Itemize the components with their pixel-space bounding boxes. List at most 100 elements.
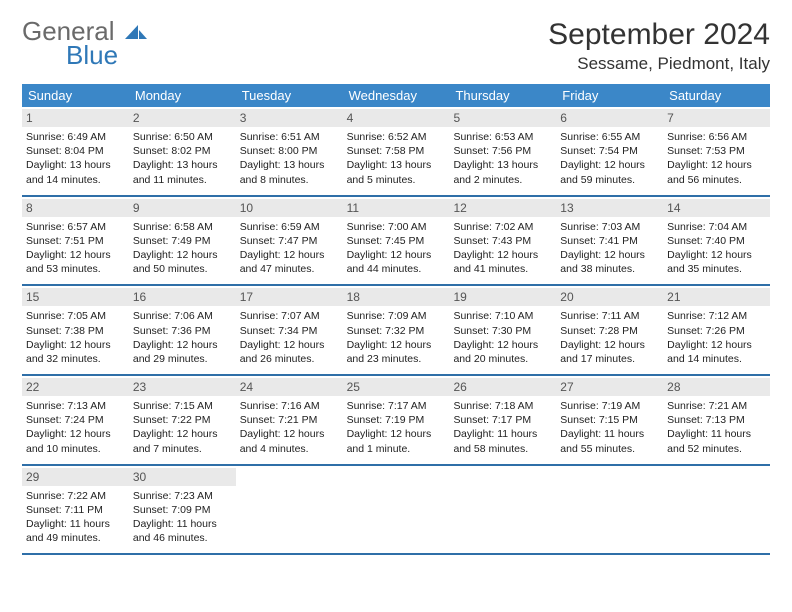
sunset-line: Sunset: 7:56 PM — [453, 144, 552, 158]
day-number: 16 — [129, 288, 236, 306]
sunrise-line: Sunrise: 7:19 AM — [560, 399, 659, 413]
day-sun-info: Sunrise: 6:53 AMSunset: 7:56 PMDaylight:… — [453, 130, 552, 187]
page-header: General Blue September 2024 Sessame, Pie… — [22, 18, 770, 74]
day-number: 18 — [343, 288, 450, 306]
calendar-day-cell: 4Sunrise: 6:52 AMSunset: 7:58 PMDaylight… — [343, 107, 450, 195]
sunset-line: Sunset: 7:54 PM — [560, 144, 659, 158]
sunset-line: Sunset: 7:28 PM — [560, 324, 659, 338]
daylight-line: Daylight: 12 hours and 1 minute. — [347, 427, 446, 455]
day-sun-info: Sunrise: 7:15 AMSunset: 7:22 PMDaylight:… — [133, 399, 232, 456]
day-sun-info: Sunrise: 7:09 AMSunset: 7:32 PMDaylight:… — [347, 309, 446, 366]
sunset-line: Sunset: 7:32 PM — [347, 324, 446, 338]
sunrise-line: Sunrise: 6:59 AM — [240, 220, 339, 234]
day-sun-info: Sunrise: 7:17 AMSunset: 7:19 PMDaylight:… — [347, 399, 446, 456]
brand-sail-icon — [125, 16, 147, 46]
calendar-day-cell: 17 Sunrise: 7:07 AMSunset: 7:34 PMDayligh… — [236, 286, 343, 374]
sunset-line: Sunset: 7:21 PM — [240, 413, 339, 427]
day-number: 25 — [343, 378, 450, 396]
day-sun-info: Sunrise: 7:03 AMSunset: 7:41 PMDaylight:… — [560, 220, 659, 277]
calendar-day-cell: 10Sunrise: 6:59 AMSunset: 7:47 PMDayligh… — [236, 197, 343, 285]
daylight-line: Daylight: 12 hours and 41 minutes. — [453, 248, 552, 276]
day-number: 6 — [556, 109, 663, 127]
daylight-line: Daylight: 13 hours and 2 minutes. — [453, 158, 552, 186]
sunset-line: Sunset: 8:04 PM — [26, 144, 125, 158]
day-number: 27 — [556, 378, 663, 396]
sunrise-line: Sunrise: 7:05 AM — [26, 309, 125, 323]
day-sun-info: Sunrise: 7:23 AMSunset: 7:09 PMDaylight:… — [133, 489, 232, 546]
daylight-line: Daylight: 13 hours and 14 minutes. — [26, 158, 125, 186]
day-sun-info: Sunrise: 6:59 AMSunset: 7:47 PMDaylight:… — [240, 220, 339, 277]
calendar-day-cell: 12Sunrise: 7:02 AMSunset: 7:43 PMDayligh… — [449, 197, 556, 285]
daylight-line: Daylight: 12 hours and 14 minutes. — [667, 338, 766, 366]
daylight-line: Daylight: 12 hours and 17 minutes. — [560, 338, 659, 366]
sunset-line: Sunset: 7:26 PM — [667, 324, 766, 338]
sunrise-line: Sunrise: 7:09 AM — [347, 309, 446, 323]
day-sun-info: Sunrise: 7:18 AMSunset: 7:17 PMDaylight:… — [453, 399, 552, 456]
sunrise-line: Sunrise: 7:23 AM — [133, 489, 232, 503]
sunrise-line: Sunrise: 7:12 AM — [667, 309, 766, 323]
day-number: 30 — [129, 468, 236, 486]
sunrise-line: Sunrise: 6:51 AM — [240, 130, 339, 144]
calendar-day-cell: 14Sunrise: 7:04 AMSunset: 7:40 PMDayligh… — [663, 197, 770, 285]
calendar-day-cell: 5Sunrise: 6:53 AMSunset: 7:56 PMDaylight… — [449, 107, 556, 195]
day-sun-info: Sunrise: 7:13 AMSunset: 7:24 PMDaylight:… — [26, 399, 125, 456]
sunrise-line: Sunrise: 7:02 AM — [453, 220, 552, 234]
sunrise-line: Sunrise: 7:13 AM — [26, 399, 125, 413]
calendar-week: 22 Sunrise: 7:13 AMSunset: 7:24 PMDayligh… — [22, 376, 770, 466]
daylight-line: Daylight: 12 hours and 26 minutes. — [240, 338, 339, 366]
daylight-line: Daylight: 12 hours and 32 minutes. — [26, 338, 125, 366]
sunrise-line: Sunrise: 6:55 AM — [560, 130, 659, 144]
day-sun-info: Sunrise: 7:02 AMSunset: 7:43 PMDaylight:… — [453, 220, 552, 277]
day-sun-info: Sunrise: 7:00 AMSunset: 7:45 PMDaylight:… — [347, 220, 446, 277]
sunset-line: Sunset: 7:43 PM — [453, 234, 552, 248]
calendar-weeks: 1Sunrise: 6:49 AMSunset: 8:04 PMDaylight… — [22, 107, 770, 555]
day-sun-info: Sunrise: 6:51 AMSunset: 8:00 PMDaylight:… — [240, 130, 339, 187]
sunrise-line: Sunrise: 7:16 AM — [240, 399, 339, 413]
daylight-line: Daylight: 12 hours and 35 minutes. — [667, 248, 766, 276]
daylight-line: Daylight: 11 hours and 52 minutes. — [667, 427, 766, 455]
day-number: 19 — [449, 288, 556, 306]
day-number: 17 — [236, 288, 343, 306]
day-sun-info: Sunrise: 7:21 AMSunset: 7:13 PMDaylight:… — [667, 399, 766, 456]
calendar-day-cell: 29Sunrise: 7:22 AMSunset: 7:11 PMDayligh… — [22, 466, 129, 554]
dow-header-tuesday: Tuesday — [236, 84, 343, 107]
sunset-line: Sunset: 7:15 PM — [560, 413, 659, 427]
daylight-line: Daylight: 12 hours and 23 minutes. — [347, 338, 446, 366]
day-sun-info: Sunrise: 6:52 AMSunset: 7:58 PMDaylight:… — [347, 130, 446, 187]
calendar-week: 15Sunrise: 7:05 AMSunset: 7:38 PMDayligh… — [22, 286, 770, 376]
dow-header-thursday: Thursday — [449, 84, 556, 107]
calendar-day-cell: 22 Sunrise: 7:13 AMSunset: 7:24 PMDayligh… — [22, 376, 129, 464]
day-sun-info: Sunrise: 7:07 AMSunset: 7:34 PMDaylight:… — [240, 309, 339, 366]
calendar-week: 8 Sunrise: 6:57 AMSunset: 7:51 PMDaylight… — [22, 197, 770, 287]
day-sun-info: Sunrise: 7:16 AMSunset: 7:21 PMDaylight:… — [240, 399, 339, 456]
day-number: 28 — [663, 378, 770, 396]
sunrise-line: Sunrise: 7:04 AM — [667, 220, 766, 234]
brand-text: General Blue — [22, 18, 147, 68]
day-sun-info: Sunrise: 7:04 AMSunset: 7:40 PMDaylight:… — [667, 220, 766, 277]
sunset-line: Sunset: 7:49 PM — [133, 234, 232, 248]
day-number: 8 — [22, 199, 129, 217]
day-number: 13 — [556, 199, 663, 217]
sunset-line: Sunset: 7:58 PM — [347, 144, 446, 158]
daylight-line: Daylight: 11 hours and 58 minutes. — [453, 427, 552, 455]
day-sun-info: Sunrise: 7:19 AMSunset: 7:15 PMDaylight:… — [560, 399, 659, 456]
location-text: Sessame, Piedmont, Italy — [548, 54, 770, 74]
calendar-day-cell: 25 Sunrise: 7:17 AMSunset: 7:19 PMDayligh… — [343, 376, 450, 464]
calendar-day-cell: 21Sunrise: 7:12 AMSunset: 7:26 PMDayligh… — [663, 286, 770, 374]
calendar-day-cell: 8 Sunrise: 6:57 AMSunset: 7:51 PMDaylight… — [22, 197, 129, 285]
sunrise-line: Sunrise: 7:06 AM — [133, 309, 232, 323]
day-number: 26 — [449, 378, 556, 396]
day-sun-info: Sunrise: 6:50 AMSunset: 8:02 PMDaylight:… — [133, 130, 232, 187]
days-of-week-header: SundayMondayTuesdayWednesdayThursdayFrid… — [22, 84, 770, 107]
calendar-day-cell: 26 Sunrise: 7:18 AMSunset: 7:17 PMDayligh… — [449, 376, 556, 464]
sunset-line: Sunset: 7:13 PM — [667, 413, 766, 427]
day-sun-info: Sunrise: 6:57 AMSunset: 7:51 PMDaylight:… — [26, 220, 125, 277]
sunset-line: Sunset: 7:19 PM — [347, 413, 446, 427]
calendar-day-cell: 6Sunrise: 6:55 AMSunset: 7:54 PMDaylight… — [556, 107, 663, 195]
daylight-line: Daylight: 12 hours and 56 minutes. — [667, 158, 766, 186]
day-number: 22 — [22, 378, 129, 396]
calendar-day-cell — [236, 466, 343, 554]
calendar-day-cell: 3Sunrise: 6:51 AMSunset: 8:00 PMDaylight… — [236, 107, 343, 195]
sunset-line: Sunset: 8:02 PM — [133, 144, 232, 158]
sunrise-line: Sunrise: 6:57 AM — [26, 220, 125, 234]
